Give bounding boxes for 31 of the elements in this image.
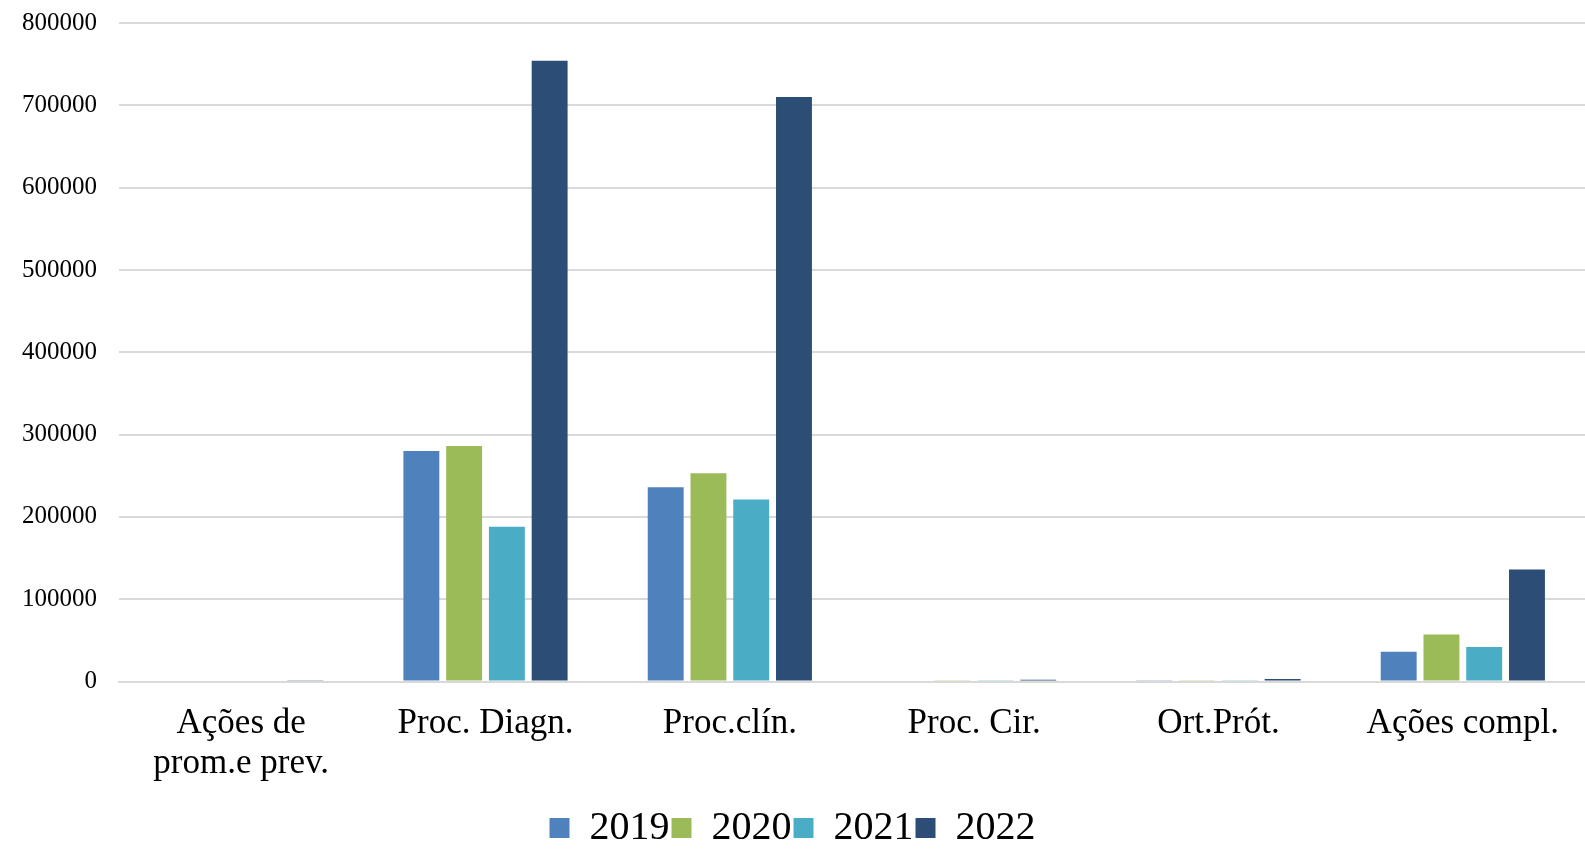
y-tick-label: 700000 [22, 89, 97, 117]
y-tick-label: 0 [84, 666, 97, 694]
x-tick-label: Proc.clín. [662, 701, 797, 741]
y-tick-label: 600000 [22, 172, 97, 200]
bar [1380, 651, 1417, 681]
legend-label: 2019 [589, 802, 670, 848]
x-tick-label: Ort.Prót. [1157, 701, 1280, 741]
x-tick-label: Proc. Diagn. [397, 701, 574, 741]
x-tick-label: Ações compl. [1366, 701, 1560, 741]
y-tick-label: 500000 [22, 254, 97, 282]
legend-label: 2022 [955, 802, 1036, 848]
y-tick-label: 200000 [22, 501, 97, 529]
bar [531, 60, 568, 681]
y-tick-label: 800000 [22, 7, 97, 35]
bar [1466, 646, 1503, 681]
bar [690, 473, 727, 681]
bar [1509, 569, 1545, 681]
x-tick-label: Proc. Cir. [907, 701, 1041, 741]
legend-label: 2021 [833, 802, 914, 848]
bar [1423, 634, 1460, 681]
y-tick-label: 300000 [22, 419, 97, 447]
bar [446, 446, 483, 681]
x-tick-label: Ações de prom.e prev. [153, 701, 329, 782]
y-tick-label: 400000 [22, 336, 97, 364]
bar [733, 499, 770, 681]
legend-label: 2020 [711, 802, 792, 848]
bar [488, 526, 525, 681]
bar [776, 97, 812, 681]
y-tick-label: 100000 [22, 583, 97, 611]
bar [403, 451, 440, 681]
bar [647, 487, 684, 681]
